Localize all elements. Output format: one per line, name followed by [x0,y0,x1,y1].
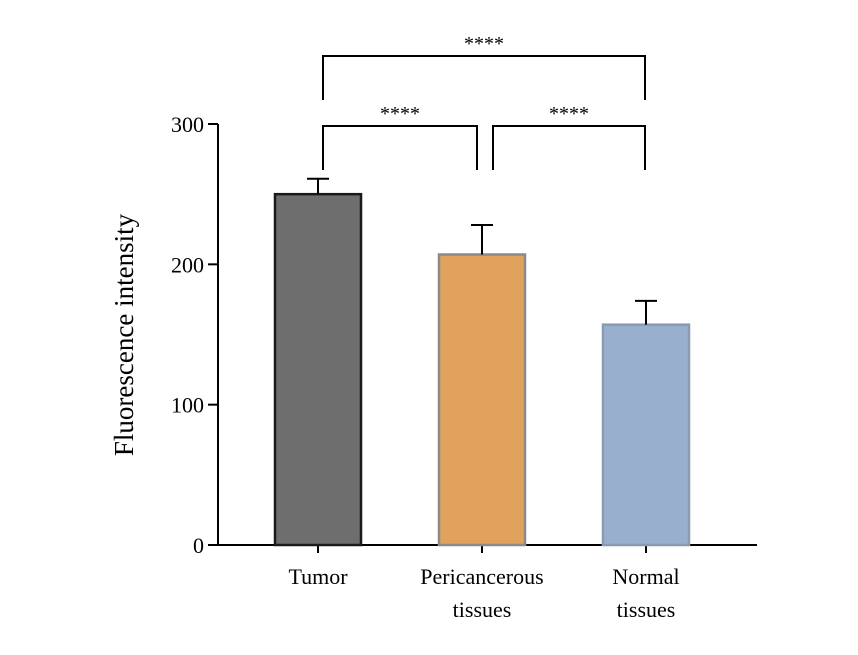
y-axis-label: Fluorescence intensity [109,213,139,456]
x-tick-label: Tumor [288,564,348,589]
bars [273,192,691,547]
axes: 0 100 200 300 Tumor Pericancerous tissues Norma… [171,112,757,622]
x-tick-label: Normal [612,564,679,589]
significance-bracket [322,125,478,170]
significance-bracket [322,55,646,100]
x-tick-label: tissues [617,597,676,622]
error-bars [307,177,657,325]
significance-label: **** [549,103,589,125]
significance-bracket [492,125,646,170]
y-tick-label: 0 [193,533,204,558]
bar [601,323,691,547]
significance-brackets: **** **** **** [322,33,646,170]
x-tick-label: tissues [453,597,512,622]
significance-label: **** [464,33,504,55]
x-tick-label: Pericancerous [420,564,543,589]
y-tick-label: 300 [171,112,204,137]
significance-label: **** [380,103,420,125]
y-tick-label: 200 [171,252,204,277]
bar [437,253,527,547]
bar [273,192,363,547]
y-tick-label: 100 [171,393,204,418]
